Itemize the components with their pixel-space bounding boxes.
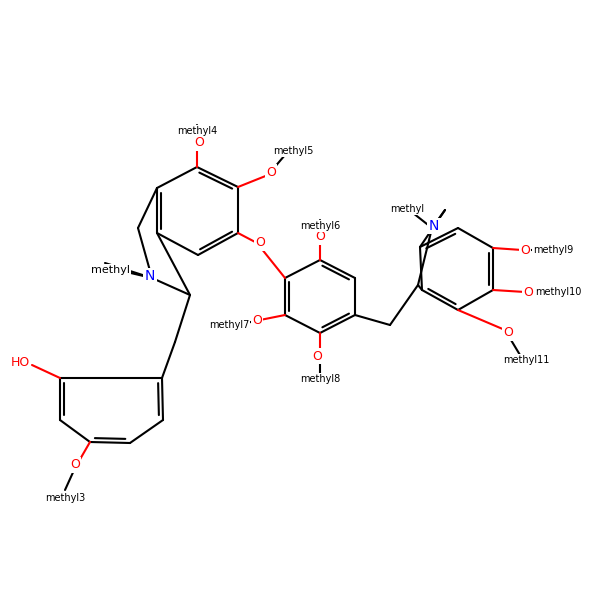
Text: methyl9: methyl9	[533, 245, 573, 255]
Text: methyl10: methyl10	[535, 287, 581, 297]
Text: O: O	[523, 286, 533, 298]
Text: methyl6: methyl6	[300, 221, 340, 231]
Text: O: O	[520, 244, 530, 257]
Text: O: O	[194, 136, 204, 149]
Text: methyl7: methyl7	[209, 320, 249, 330]
Text: methyl4: methyl4	[177, 126, 217, 136]
Text: methyl3: methyl3	[45, 493, 85, 503]
Text: O: O	[255, 236, 265, 250]
Text: N: N	[145, 269, 155, 283]
Text: O: O	[312, 349, 322, 362]
Text: HO: HO	[10, 356, 29, 370]
Text: methyl: methyl	[91, 265, 130, 275]
Text: O: O	[503, 326, 513, 340]
Text: O: O	[70, 458, 80, 472]
Text: O: O	[315, 230, 325, 244]
Text: methyl5: methyl5	[273, 146, 313, 156]
Text: methyl8: methyl8	[300, 374, 340, 384]
Text: N: N	[429, 219, 439, 233]
Text: O: O	[266, 166, 276, 179]
Text: O: O	[252, 313, 262, 326]
Text: methyl11: methyl11	[503, 355, 549, 365]
Text: methyl: methyl	[390, 204, 424, 214]
